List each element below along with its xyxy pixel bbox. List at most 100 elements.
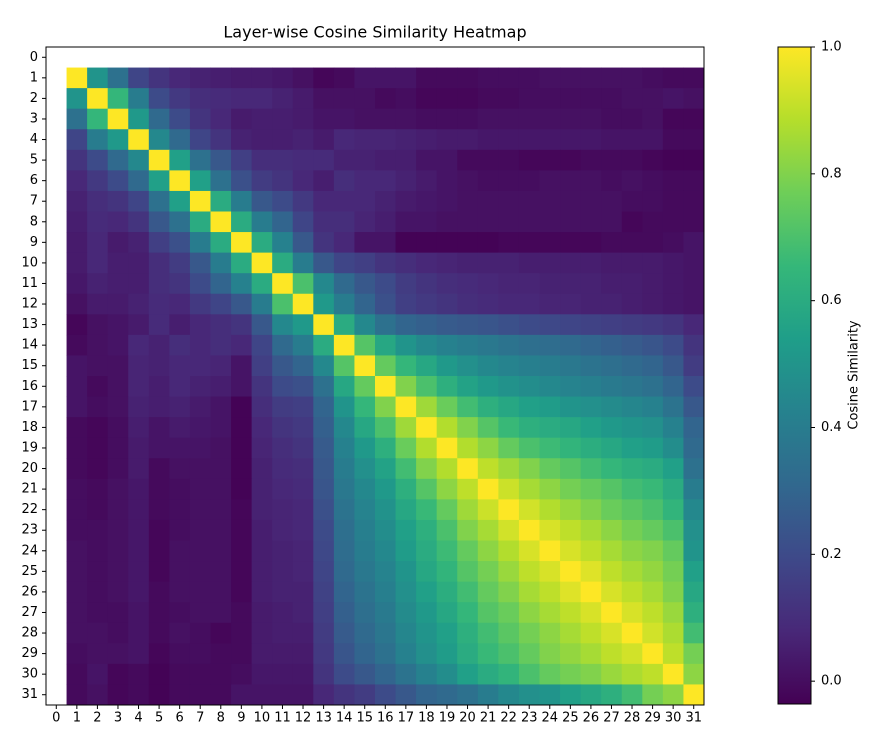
heatmap-cell — [601, 519, 623, 541]
heatmap-cell — [231, 602, 253, 624]
heatmap-cell — [333, 67, 355, 89]
heatmap-cell — [642, 334, 664, 356]
x-tick-label: 5 — [155, 711, 163, 726]
heatmap-cell — [148, 88, 170, 110]
heatmap-cell — [375, 232, 397, 254]
heatmap-cell — [395, 540, 417, 562]
heatmap-cell — [662, 519, 684, 541]
heatmap-cell — [457, 170, 479, 192]
heatmap-cell — [333, 252, 355, 274]
heatmap-cell — [375, 314, 397, 336]
heatmap-cell — [313, 170, 335, 192]
heatmap-cell — [354, 684, 376, 706]
heatmap-cell — [560, 540, 582, 562]
heatmap-cell — [416, 458, 438, 480]
y-tick-label: 25 — [21, 564, 38, 579]
heatmap-cell — [621, 684, 643, 706]
heatmap-cell — [518, 396, 540, 418]
heatmap-cell — [272, 540, 294, 562]
heatmap-cell — [66, 252, 88, 274]
heatmap-cell — [498, 376, 520, 398]
heatmap-cell — [128, 519, 150, 541]
heatmap-cell — [457, 67, 479, 89]
heatmap-cell — [107, 211, 129, 233]
heatmap-cell — [292, 273, 314, 295]
heatmap-cell — [518, 376, 540, 398]
heatmap-cell — [148, 540, 170, 562]
heatmap-cell — [662, 211, 684, 233]
x-tick-label: 14 — [336, 711, 353, 726]
heatmap-cell — [416, 149, 438, 171]
heatmap-cell — [354, 581, 376, 603]
heatmap-cell — [107, 190, 129, 212]
heatmap-cell — [292, 581, 314, 603]
heatmap-cell — [251, 396, 273, 418]
heatmap-cell — [313, 252, 335, 274]
heatmap-cell — [436, 643, 458, 665]
heatmap-cell — [169, 643, 191, 665]
heatmap-cell — [231, 458, 253, 480]
heatmap-cell — [642, 252, 664, 274]
heatmap-cell — [395, 561, 417, 583]
heatmap-cell — [416, 334, 438, 356]
heatmap-cell — [498, 67, 520, 89]
heatmap-cell — [621, 478, 643, 500]
heatmap-cell — [169, 355, 191, 377]
heatmap-cell — [107, 684, 129, 706]
heatmap-cell — [292, 129, 314, 151]
heatmap-cell — [560, 252, 582, 274]
heatmap-cell — [662, 170, 684, 192]
heatmap-cell — [231, 108, 253, 130]
heatmap-cell — [333, 149, 355, 171]
heatmap-cell — [560, 273, 582, 295]
y-tick-label: 6 — [30, 173, 38, 188]
heatmap-cell — [272, 334, 294, 356]
heatmap-cell — [169, 581, 191, 603]
heatmap-cell — [560, 108, 582, 130]
heatmap-cell — [580, 581, 602, 603]
heatmap-cell — [580, 190, 602, 212]
heatmap-cell — [395, 108, 417, 130]
heatmap-cell — [354, 108, 376, 130]
heatmap-cell — [251, 499, 273, 521]
heatmap-cell — [251, 376, 273, 398]
chart-title: Layer-wise Cosine Similarity Heatmap — [223, 23, 526, 42]
heatmap-cell — [169, 602, 191, 624]
heatmap-cell — [128, 684, 150, 706]
y-tick-label: 9 — [30, 235, 38, 250]
heatmap-cell — [662, 252, 684, 274]
heatmap-cell — [169, 396, 191, 418]
heatmap-cell — [231, 293, 253, 315]
heatmap-cell — [375, 437, 397, 459]
heatmap-cell — [436, 334, 458, 356]
y-tick-label: 11 — [21, 276, 38, 291]
heatmap-cell — [231, 211, 253, 233]
heatmap-cell — [518, 334, 540, 356]
heatmap-cell — [395, 252, 417, 274]
heatmap-cell — [662, 376, 684, 398]
x-tick-label: 27 — [603, 711, 620, 726]
heatmap-cell — [107, 519, 129, 541]
heatmap-cell — [621, 355, 643, 377]
heatmap-cell — [601, 478, 623, 500]
heatmap-cell — [272, 232, 294, 254]
heatmap-cell — [498, 663, 520, 685]
y-tick-label: 27 — [21, 605, 38, 620]
heatmap-cell — [251, 314, 273, 336]
heatmap-cell — [539, 88, 561, 110]
heatmap-cell — [313, 355, 335, 377]
heatmap-cell — [313, 67, 335, 89]
heatmap-cell — [560, 561, 582, 583]
heatmap-cell — [66, 561, 88, 583]
heatmap-cell — [457, 519, 479, 541]
heatmap-cell — [148, 293, 170, 315]
heatmap-cell — [272, 88, 294, 110]
heatmap-cell — [333, 581, 355, 603]
heatmap-cell — [601, 149, 623, 171]
heatmap-cell — [477, 458, 499, 480]
heatmap-cell — [580, 602, 602, 624]
heatmap-cell — [251, 88, 273, 110]
heatmap-cell — [210, 232, 232, 254]
heatmap-cell — [210, 519, 232, 541]
heatmap-cell — [395, 478, 417, 500]
